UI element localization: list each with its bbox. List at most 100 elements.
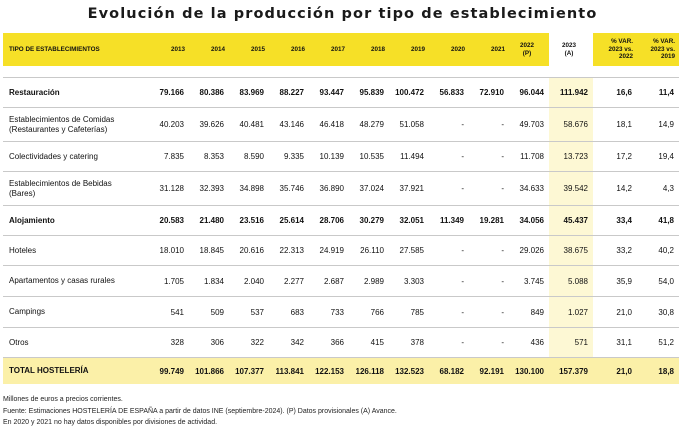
cell-value: - [469, 141, 509, 172]
cell-value: 56.833 [429, 77, 469, 108]
cell-value: 1.027 [549, 296, 593, 328]
cell-value: 541 [149, 296, 189, 328]
footnote: Millones de euros a precios corrientes. [3, 396, 123, 403]
cell-value: 30.279 [349, 205, 389, 236]
cell-value: - [469, 296, 509, 328]
cell-value: 40.203 [149, 107, 189, 142]
cell-value: 19,4 [637, 141, 679, 172]
cell-value: 35,9 [593, 265, 637, 297]
table-row: Establecimientos de Bebidas (Bares) 31.128… [3, 171, 679, 206]
total-value: 107.377 [229, 357, 269, 384]
cell-value: 11.349 [429, 205, 469, 236]
cell-value: 25.614 [269, 205, 309, 236]
cell-value: 79.166 [149, 77, 189, 108]
header-year-2022: 2022 (P) [509, 33, 549, 66]
cell-value: 766 [349, 296, 389, 328]
cell-value: 34.898 [229, 171, 269, 206]
cell-value: 366 [309, 327, 349, 358]
total-value: 113.841 [269, 357, 309, 384]
cell-value: 21.480 [189, 205, 229, 236]
cell-value: - [429, 141, 469, 172]
cell-value: 306 [189, 327, 229, 358]
cell-value: 23.516 [229, 205, 269, 236]
header-year: 2020 [429, 33, 469, 66]
cell-value: 18,1 [593, 107, 637, 142]
header-year: 2014 [189, 33, 229, 66]
total-value: 18,8 [637, 357, 679, 384]
cell-value: 2.687 [309, 265, 349, 297]
cell-value: 88.227 [269, 77, 309, 108]
cell-value: - [429, 235, 469, 266]
header-var-2019: % VAR. 2023 vs. 2019 [637, 33, 679, 66]
cell-value: 28.706 [309, 205, 349, 236]
cell-value: - [429, 107, 469, 142]
cell-value: 14,2 [593, 171, 637, 206]
cell-value: 111.942 [549, 77, 593, 108]
cell-value: - [469, 171, 509, 206]
cell-value: 2.040 [229, 265, 269, 297]
cell-value: 31.128 [149, 171, 189, 206]
cell-value: 35.746 [269, 171, 309, 206]
cell-value: 18.845 [189, 235, 229, 266]
cell-value: 41,8 [637, 205, 679, 236]
cell-value: 11.708 [509, 141, 549, 172]
cell-value: 30,8 [637, 296, 679, 328]
cell-value: 72.910 [469, 77, 509, 108]
cell-value: 38.675 [549, 235, 593, 266]
total-value: 101.866 [189, 357, 229, 384]
cell-value: 45.437 [549, 205, 593, 236]
cell-value: 58.676 [549, 107, 593, 142]
table-row: Apartamentos y casas rurales 1.705 1.834 2.… [3, 265, 679, 297]
cell-value: 328 [149, 327, 189, 358]
cell-value: 33,2 [593, 235, 637, 266]
spacer-row [3, 66, 679, 78]
cell-value: 537 [229, 296, 269, 328]
total-value: 92.191 [469, 357, 509, 384]
cell-value: - [469, 327, 509, 358]
cell-value: 27.585 [389, 235, 429, 266]
cell-value: 11,4 [637, 77, 679, 108]
total-value: 132.523 [389, 357, 429, 384]
cell-value: 22.313 [269, 235, 309, 266]
cell-value: 3.745 [509, 265, 549, 297]
header-year: 2016 [269, 33, 309, 66]
row-label: Apartamentos y casas rurales [3, 265, 149, 297]
cell-value: - [469, 235, 509, 266]
total-value: 68.182 [429, 357, 469, 384]
cell-value: 46.418 [309, 107, 349, 142]
header-year: 2013 [149, 33, 189, 66]
cell-value: 36.890 [309, 171, 349, 206]
cell-value: 7.835 [149, 141, 189, 172]
cell-value: 2.989 [349, 265, 389, 297]
total-row: TOTAL HOSTELERÍA 99.749 101.866 107.377 113.… [3, 357, 679, 384]
cell-value: - [429, 171, 469, 206]
header-year: 2019 [389, 33, 429, 66]
cell-value: 3.303 [389, 265, 429, 297]
header-year: 2015 [229, 33, 269, 66]
header-year-2023: 2023 (A) [549, 33, 593, 66]
footnote: En 2020 y 2021 no hay datos disponibles … [3, 419, 218, 426]
cell-value: - [469, 107, 509, 142]
cell-value: 31,1 [593, 327, 637, 358]
cell-value: 19.281 [469, 205, 509, 236]
cell-value: 1.705 [149, 265, 189, 297]
cell-value: 37.024 [349, 171, 389, 206]
cell-value: - [429, 296, 469, 328]
row-label: Restauración [3, 77, 149, 108]
footnotes: Millones de euros a precios corrientes. … [3, 394, 397, 429]
cell-value: 8.590 [229, 141, 269, 172]
total-value: 126.118 [349, 357, 389, 384]
cell-value: 51,2 [637, 327, 679, 358]
cell-value: 26.110 [349, 235, 389, 266]
header-establishment-type: TIPO DE ESTABLECIMIENTOS [3, 33, 149, 66]
cell-value: 34.633 [509, 171, 549, 206]
cell-value: 21,0 [593, 296, 637, 328]
row-label: Colectividades y catering [3, 141, 149, 172]
cell-value: 37.921 [389, 171, 429, 206]
cell-value: 4,3 [637, 171, 679, 206]
footnote: Fuente: Estimaciones HOSTELERÍA DE ESPAÑ… [3, 407, 397, 415]
cell-value: 93.447 [309, 77, 349, 108]
row-label: Campings [3, 296, 149, 328]
cell-value: 415 [349, 327, 389, 358]
cell-value: 24.919 [309, 235, 349, 266]
